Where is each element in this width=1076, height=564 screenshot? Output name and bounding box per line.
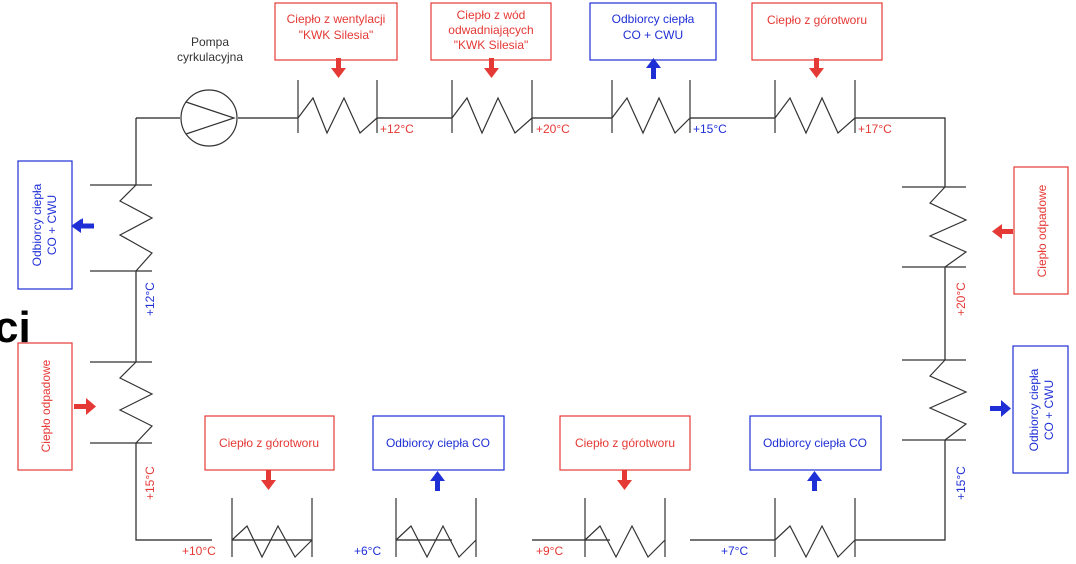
temp-label: +9°C [536, 544, 563, 558]
heat-exchanger-bottom-2 [395, 498, 477, 559]
svg-text:CO + CWU: CO + CWU [1042, 380, 1056, 440]
heat-exchanger-left-1 [90, 184, 154, 272]
svg-text:CO + CWU: CO + CWU [623, 28, 683, 42]
svg-text:Ciepło odpadowe: Ciepło odpadowe [1035, 184, 1049, 277]
box-heat-from-rock-bottom-1: Ciepło z górotworu [204, 415, 335, 471]
arrow-down-red [809, 58, 824, 78]
box-waste-heat-right: Ciepło odpadowe [1013, 166, 1069, 295]
pump-label-line1: Pompa [191, 35, 229, 49]
temp-label: +15°C [143, 466, 157, 500]
arrow-left-red [992, 224, 1013, 239]
heat-exchanger-top-4 [774, 80, 856, 135]
temp-label: +7°C [721, 544, 748, 558]
temp-label: +15°C [954, 466, 968, 500]
heat-exchanger-right-1 [902, 186, 968, 268]
svg-text:CO + CWU: CO + CWU [45, 195, 59, 255]
box-heat-from-ventilation: Ciepło z wentylacji "KWK Silesia" [274, 2, 398, 61]
temp-label: +20°C [954, 282, 968, 316]
temp-label: +12°C [143, 282, 157, 316]
heat-exchanger-right-2 [902, 359, 968, 441]
svg-text:Ciepło odpadowe: Ciepło odpadowe [39, 359, 53, 452]
svg-text:Ciepło z górotworu: Ciepło z górotworu [767, 13, 867, 27]
box-heat-consumers-right: Odbiorcy ciepła CO + CWU [1012, 345, 1069, 474]
heat-exchanger-bottom-3 [584, 498, 666, 559]
arrow-down-red [261, 470, 276, 490]
box-heat-consumers-left: Odbiorcy ciepła CO + CWU [17, 160, 73, 290]
box-waste-heat-left: Ciepło odpadowe [17, 342, 73, 471]
heat-exchanger-bottom-4 [774, 498, 856, 559]
pump-label-line2: cyrkulacyjna [177, 50, 243, 64]
heat-exchanger-bottom-1 [231, 498, 313, 559]
svg-text:Odbiorcy ciepła: Odbiorcy ciepła [612, 12, 695, 26]
arrow-down-red [617, 470, 632, 490]
arrow-down-red [484, 58, 499, 78]
temp-label: +6°C [354, 544, 381, 558]
arrow-right-blue [990, 400, 1011, 417]
box-heat-consumers-co-2: Odbiorcy ciepła CO [749, 415, 882, 471]
arrow-up-blue [430, 471, 445, 491]
box-heat-from-rock-top: Ciepło z górotworu [751, 2, 883, 61]
cropped-heading-fragment: ci [0, 303, 31, 352]
svg-text:Odbiorcy ciepła: Odbiorcy ciepła [1027, 368, 1041, 451]
temp-label: +15°C [693, 122, 727, 136]
box-heat-consumers-top: Odbiorcy ciepła CO + CWU [589, 2, 717, 61]
arrow-up-blue [646, 58, 661, 79]
svg-text:Ciepło z górotworu: Ciepło z górotworu [219, 436, 319, 450]
svg-text:"KWK Silesia": "KWK Silesia" [299, 28, 374, 42]
svg-text:"KWK Silesia": "KWK Silesia" [454, 38, 529, 52]
temp-label: +10°C [182, 544, 216, 558]
box-heat-from-drainage-water: Ciepło z wód odwadniających "KWK Silesia… [430, 2, 552, 61]
arrow-left-blue [71, 218, 94, 233]
arrow-up-blue [807, 471, 822, 491]
temp-label: +17°C [858, 122, 892, 136]
svg-text:Odbiorcy ciepła CO: Odbiorcy ciepła CO [763, 436, 867, 450]
arrow-down-red [331, 58, 346, 78]
circulation-pump: Pompa cyrkulacyjna [177, 35, 243, 147]
svg-text:Odbiorcy ciepła: Odbiorcy ciepła [30, 183, 44, 266]
svg-text:Odbiorcy ciepła CO: Odbiorcy ciepła CO [386, 436, 490, 450]
arrow-right-red [74, 398, 96, 415]
box-heat-consumers-co-1: Odbiorcy ciepła CO [372, 415, 505, 471]
svg-text:Ciepło z górotworu: Ciepło z górotworu [575, 436, 675, 450]
box-heat-from-rock-bottom-2: Ciepło z górotworu [559, 415, 691, 471]
heat-exchanger-left-2 [90, 361, 154, 444]
temp-label: +12°C [380, 122, 414, 136]
svg-text:Ciepło z wentylacji: Ciepło z wentylacji [287, 12, 386, 26]
svg-text:Ciepło z wód: Ciepło z wód [457, 8, 526, 22]
loop-pipe [135, 117, 946, 541]
heat-exchanger-top-1 [297, 80, 378, 135]
heat-exchanger-top-2 [451, 80, 533, 135]
temp-label: +20°C [536, 122, 570, 136]
svg-text:odwadniających: odwadniających [448, 23, 533, 37]
heat-exchanger-top-3 [611, 80, 691, 135]
